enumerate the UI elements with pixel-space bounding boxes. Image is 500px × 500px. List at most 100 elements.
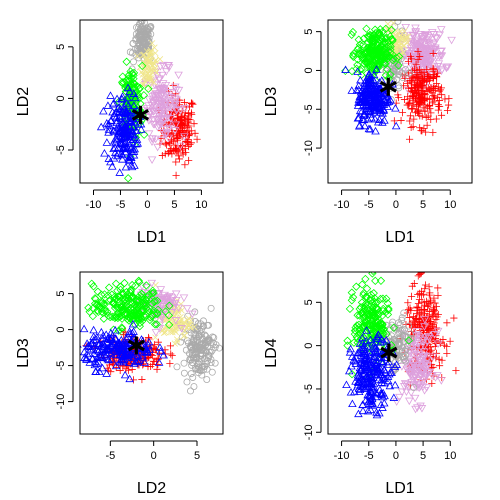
data-point-plus — [404, 299, 412, 307]
data-point-triangle — [96, 122, 106, 131]
data-point-plus — [161, 139, 169, 147]
data-point-triangle — [86, 346, 95, 354]
data-point-diamond — [389, 323, 398, 332]
data-point-plus — [428, 311, 436, 319]
data-point-triangle — [120, 370, 130, 379]
data-point-circle — [134, 42, 142, 50]
data-point-triangle — [96, 342, 106, 350]
data-point-triangle — [120, 108, 130, 116]
data-point-plus — [166, 360, 174, 368]
data-point-plus — [438, 356, 446, 364]
data-point-triangle-down — [188, 310, 197, 319]
data-point-plus — [176, 118, 184, 127]
data-point-triangle-down — [171, 121, 181, 129]
data-point-plus — [405, 135, 414, 143]
data-point-triangle — [107, 333, 116, 341]
data-point-plus — [124, 366, 133, 374]
data-point-triangle — [376, 338, 385, 346]
data-point-triangle-down — [170, 126, 180, 135]
data-point-triangle — [364, 81, 374, 89]
data-point-triangle — [379, 100, 389, 108]
data-point-x — [160, 325, 167, 332]
data-point-triangle — [82, 354, 91, 362]
x-tick-label: -5 — [105, 450, 115, 462]
data-point-diamond — [139, 296, 148, 305]
data-point-triangle — [355, 339, 365, 347]
x-tick-label: 5 — [420, 450, 426, 462]
data-point-diamond — [139, 91, 149, 100]
data-point-triangle — [84, 342, 93, 350]
data-point-triangle — [112, 107, 121, 116]
data-point-diamond — [147, 299, 157, 308]
data-point-triangle-down — [411, 348, 421, 356]
data-point-plus — [413, 71, 421, 79]
data-point-triangle — [372, 410, 382, 419]
data-point-plus — [421, 281, 430, 289]
data-point-diamond — [371, 276, 380, 286]
data-point-triangle — [370, 344, 380, 352]
data-point-diamond — [145, 304, 155, 314]
data-point-triangle — [368, 102, 377, 110]
data-point-triangle — [354, 81, 364, 89]
data-point-triangle-down — [422, 45, 431, 54]
data-point-triangle — [104, 348, 114, 356]
x-tick-label: 0 — [144, 199, 150, 211]
data-point-circle — [143, 25, 151, 33]
data-point-plus — [431, 84, 439, 93]
data-point-plus — [417, 272, 425, 278]
data-point-plus — [161, 150, 169, 158]
data-point-triangle — [100, 148, 109, 157]
data-point-x — [148, 66, 155, 73]
y-axis-title: LD3 — [263, 87, 280, 116]
data-point-triangle — [101, 346, 111, 354]
data-point-triangle — [121, 334, 131, 342]
cluster-gray — [126, 20, 155, 73]
data-point-triangle-down — [157, 92, 166, 100]
cluster-green — [84, 272, 174, 336]
data-point-triangle-down — [424, 36, 433, 44]
data-point-triangle — [361, 395, 371, 404]
x-tick-label: 5 — [420, 199, 426, 211]
data-point-triangle-down — [436, 48, 445, 56]
data-point-triangle — [117, 137, 127, 146]
data-point-diamond — [361, 318, 371, 327]
data-point-triangle — [107, 341, 116, 350]
data-point-plus — [185, 130, 194, 138]
data-point-triangle-down — [412, 53, 422, 62]
data-point-circle — [187, 370, 195, 378]
data-point-triangle — [353, 67, 362, 75]
data-point-triangle-down — [180, 105, 190, 113]
data-point-triangle — [363, 114, 373, 123]
x-tick-label: 0 — [151, 450, 157, 462]
data-point-diamond — [149, 288, 158, 298]
data-point-plus — [425, 101, 434, 109]
data-point-triangle — [377, 335, 386, 343]
data-point-plus — [172, 171, 180, 179]
data-point-triangle — [355, 385, 365, 393]
data-point-triangle — [125, 122, 134, 131]
data-point-triangle-down — [159, 86, 169, 94]
data-point-circle — [198, 363, 206, 371]
data-point-x — [175, 309, 182, 316]
y-tick-label: -10 — [55, 394, 67, 410]
data-point-plus — [423, 121, 431, 129]
data-point-triangle-down — [417, 39, 427, 48]
data-point-triangle — [99, 106, 108, 115]
data-point-triangle-down — [413, 404, 422, 412]
cluster-pink — [386, 23, 456, 99]
data-point-plus — [193, 135, 201, 143]
data-point-triangle-down — [147, 138, 157, 147]
data-point-triangle — [376, 400, 386, 408]
data-point-plus — [175, 155, 184, 163]
data-point-triangle — [360, 356, 369, 364]
data-point-triangle-down — [407, 378, 416, 387]
data-point-diamond — [380, 38, 389, 48]
data-point-circle — [194, 365, 202, 373]
data-point-diamond — [348, 293, 358, 302]
data-point-triangle — [120, 112, 130, 121]
data-point-circle — [203, 365, 211, 373]
data-point-triangle — [391, 121, 401, 130]
cluster-pink — [126, 61, 190, 164]
data-point-plus — [444, 101, 453, 109]
data-point-plus — [424, 103, 432, 111]
